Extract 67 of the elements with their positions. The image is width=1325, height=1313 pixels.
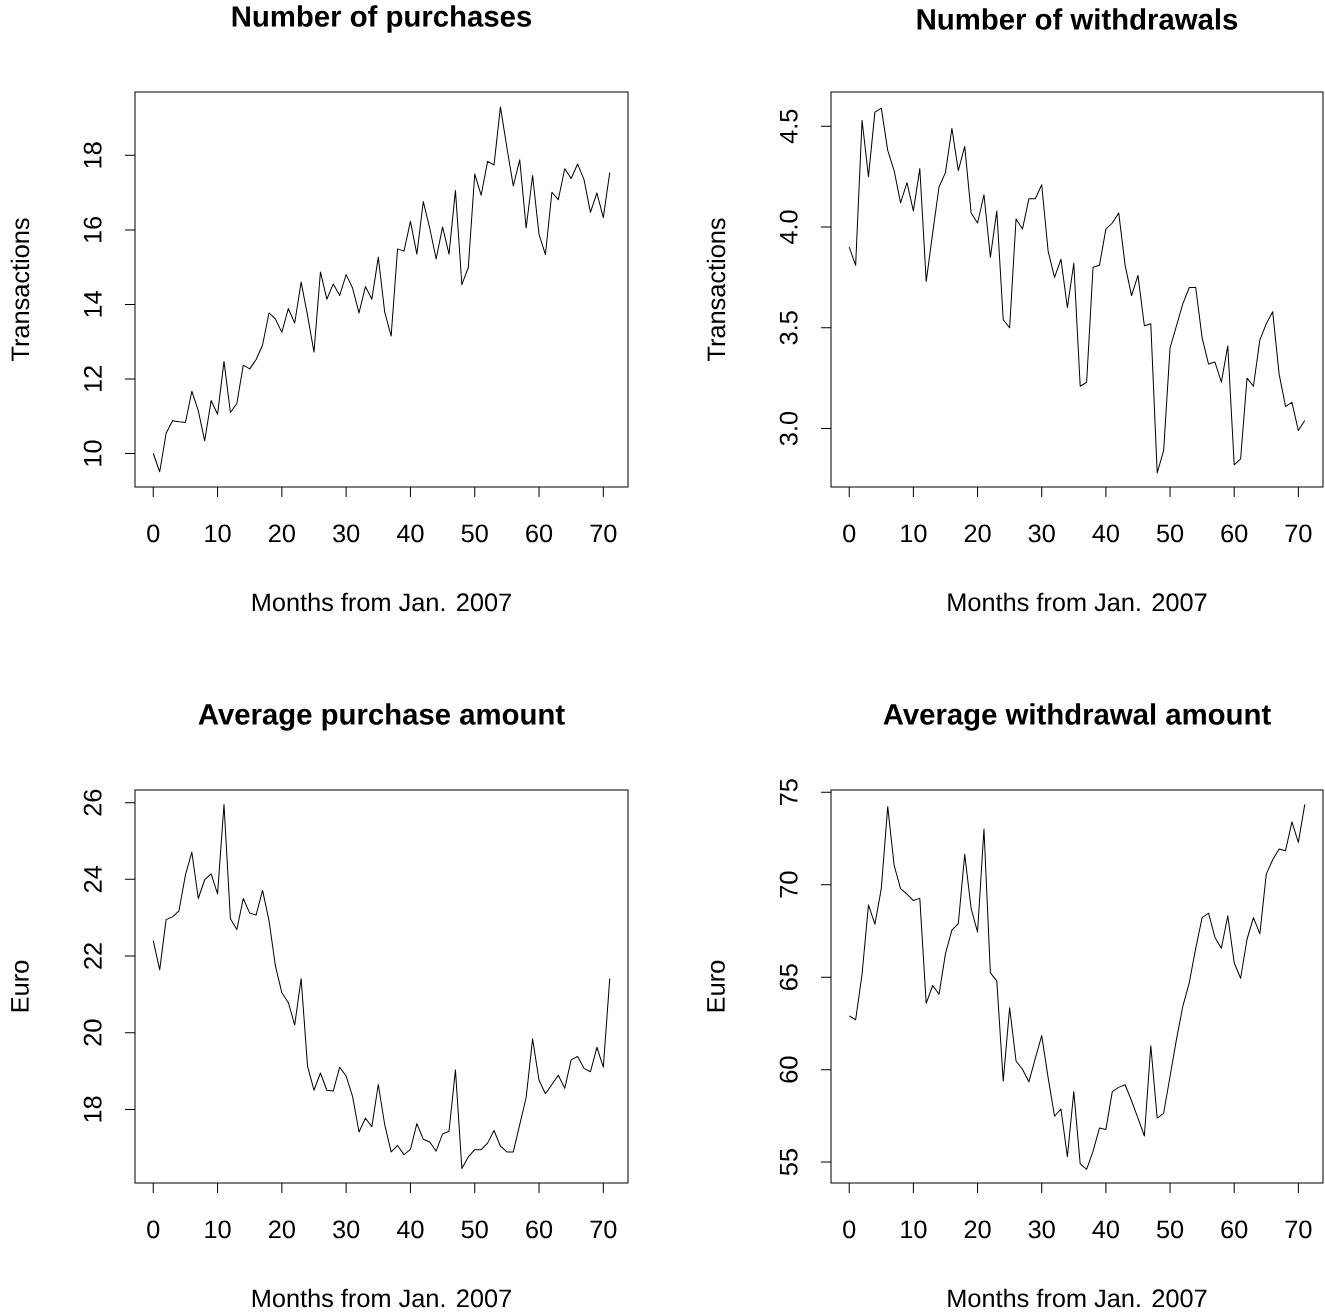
x-axis-title: Months from Jan. 2007 — [252, 592, 511, 612]
y-tick-label: 3.0 — [779, 411, 798, 446]
y-tick-label: 70 — [779, 871, 798, 898]
x-tick-label: 40 — [1092, 1220, 1119, 1239]
line-series — [152, 106, 611, 473]
y-tick-label: 4.0 — [779, 210, 798, 245]
x-tick-label: 0 — [147, 524, 160, 543]
x-tick-label: 10 — [901, 524, 927, 543]
x-axis-title: Months from Jan. 2007 — [252, 1288, 511, 1308]
y-axis-title: Euro — [707, 960, 725, 1012]
x-tick-label: 0 — [147, 1220, 160, 1239]
y-tick-label: 4.5 — [779, 109, 798, 144]
line-series — [152, 804, 611, 1169]
y-tick-label: 16 — [83, 216, 102, 243]
x-tick-label: 20 — [269, 1220, 295, 1239]
x-tick-label: 10 — [901, 1220, 927, 1239]
y-tick-label: 60 — [779, 1056, 798, 1083]
line-series — [848, 107, 1306, 474]
y-axis-title: Transactions — [10, 218, 30, 361]
chart-title: Average purchase amount — [198, 703, 565, 731]
y-tick-label: 75 — [779, 779, 798, 806]
y-tick-label: 65 — [779, 964, 798, 990]
x-tick-label: 70 — [1285, 1220, 1312, 1239]
x-tick-label: 40 — [396, 524, 424, 543]
x-tick-label: 10 — [205, 524, 231, 543]
chart-title: Number of purchases — [232, 5, 532, 33]
y-tick-label: 3.5 — [779, 311, 798, 345]
x-tick-label: 30 — [333, 1220, 360, 1239]
x-tick-label: 40 — [396, 1220, 424, 1239]
x-tick-label: 60 — [526, 1220, 553, 1239]
x-tick-label: 30 — [1028, 1220, 1055, 1239]
y-tick-label: 26 — [83, 789, 102, 816]
y-tick-label: 22 — [83, 943, 102, 969]
x-tick-label: 0 — [843, 1220, 856, 1239]
x-tick-label: 0 — [843, 524, 856, 543]
x-tick-label: 20 — [964, 524, 991, 543]
x-tick-label: 60 — [1221, 524, 1248, 543]
x-tick-label: 50 — [1156, 1220, 1184, 1239]
x-axis-title: Months from Jan. 2007 — [948, 1288, 1207, 1308]
x-tick-label: 60 — [1221, 1220, 1248, 1239]
x-tick-label: 60 — [526, 524, 553, 543]
chart-title: Average withdrawal amount — [883, 703, 1271, 731]
y-axis-title: Euro — [11, 960, 29, 1012]
x-tick-label: 30 — [1028, 524, 1055, 543]
y-tick-label: 20 — [83, 1019, 102, 1046]
x-tick-label: 30 — [333, 524, 360, 543]
x-axis-title: Months from Jan. 2007 — [948, 592, 1207, 612]
x-tick-label: 70 — [590, 1220, 617, 1239]
x-tick-label: 50 — [461, 524, 488, 543]
x-tick-label: 70 — [590, 524, 617, 543]
y-tick-label: 18 — [83, 1096, 102, 1122]
line-series — [848, 803, 1306, 1170]
x-tick-label: 10 — [205, 1220, 231, 1239]
x-tick-label: 20 — [964, 1220, 991, 1239]
x-tick-label: 40 — [1092, 524, 1119, 543]
x-tick-label: 50 — [461, 1220, 488, 1239]
x-tick-label: 20 — [269, 524, 295, 543]
y-tick-label: 10 — [83, 440, 102, 466]
y-axis-title: Transactions — [706, 218, 726, 361]
x-tick-label: 70 — [1285, 524, 1312, 543]
y-tick-label: 14 — [84, 291, 102, 317]
y-tick-label: 18 — [83, 142, 102, 168]
y-tick-label: 55 — [779, 1149, 798, 1176]
chart-title: Number of withdrawals — [917, 8, 1238, 30]
y-tick-label: 24 — [83, 866, 102, 893]
y-tick-label: 12 — [83, 366, 102, 392]
x-tick-label: 50 — [1156, 524, 1184, 543]
